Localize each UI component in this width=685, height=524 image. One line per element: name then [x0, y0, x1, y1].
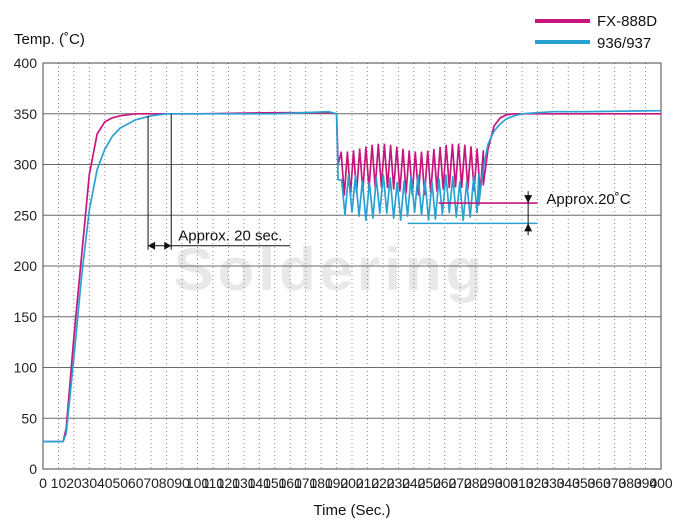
x-tick-label: 320 [526, 475, 550, 491]
x-tick-label: 140 [248, 475, 272, 491]
x-tick-label: 120 [217, 475, 241, 491]
x-tick-label: 100 [186, 475, 210, 491]
x-tick-label: 340 [557, 475, 581, 491]
x-tick-label: 240 [402, 475, 426, 491]
x-axis-label: Time (Sec.) [314, 502, 391, 519]
x-tick-label: 70 [143, 475, 159, 491]
x-tick-label: 360 [588, 475, 612, 491]
x-tick-label: 260 [433, 475, 457, 491]
x-tick-label: 390 [634, 475, 658, 491]
x-tick-label: 300 [495, 475, 519, 491]
y-tick-label: 50 [21, 410, 37, 426]
legend-label-fx888d: FX-888D [597, 13, 657, 30]
annotations: Approx. 20 sec. Approx.20˚C [147, 113, 631, 250]
x-tick-label: 110 [202, 475, 225, 491]
x-tick-label: 40 [97, 475, 113, 491]
y-tick-label: 200 [14, 258, 38, 274]
x-tick-label: 230 [387, 475, 411, 491]
x-tick-label: 50 [112, 475, 128, 491]
annot2-arrow-bottom [524, 223, 533, 232]
x-tick-label: 200 [340, 475, 364, 491]
x-tick-label: 270 [448, 475, 472, 491]
annot1-label: Approx. 20 sec. [178, 228, 282, 245]
x-tick-label: 280 [464, 475, 488, 491]
x-tick-label: 350 [572, 475, 596, 491]
y-tick-label: 0 [29, 461, 37, 477]
x-tick-label: 370 [603, 475, 627, 491]
x-tick-label: 220 [371, 475, 395, 491]
y-tick-label: 400 [14, 55, 38, 71]
x-tick-label: 130 [232, 475, 256, 491]
y-tick-label: 250 [14, 207, 38, 223]
x-tick-label: 250 [418, 475, 442, 491]
x-tick-label: 150 [263, 475, 287, 491]
x-tick-label: 20 [66, 475, 82, 491]
x-tick-label: 290 [479, 475, 503, 491]
x-tick-label: 310 [510, 475, 534, 491]
series [43, 109, 662, 443]
y-tick-label: 300 [14, 157, 38, 173]
series-line-1 [43, 109, 662, 443]
x-tick-label: 60 [128, 475, 144, 491]
x-tick-label: 80 [159, 475, 175, 491]
x-tick-label: 10 [51, 475, 67, 491]
y-tick-label: 350 [14, 106, 38, 122]
x-tick-label: 30 [82, 475, 98, 491]
x-tick-label: 190 [325, 475, 349, 491]
legend: FX-888D 936/937 [535, 13, 657, 52]
y-tick-label: 150 [14, 309, 38, 325]
x-tick-label: 0 [39, 475, 47, 491]
watermark-text: Soldering [174, 236, 487, 303]
axes: 0 10 20 30 40 50 60 70 80 90100110120130140150160… [14, 55, 673, 491]
x-tick-label: 90 [174, 475, 190, 491]
y-tick-label: 100 [14, 360, 38, 376]
annot1-arrow-right [164, 241, 172, 250]
x-tick-label: 330 [541, 475, 565, 491]
x-tick-label: 380 [618, 475, 642, 491]
x-tick-label: 170 [294, 475, 318, 491]
annot1-arrow-left [148, 241, 156, 250]
x-tick-label: 180 [309, 475, 333, 491]
annot2-arrow-top [524, 195, 533, 204]
x-tick-label: 160 [279, 475, 303, 491]
plot-frame [42, 62, 662, 470]
x-tick-label: 400 [649, 475, 673, 491]
y-axis-label: Temp. (˚C) [14, 31, 85, 48]
x-tick-label: 210 [356, 475, 380, 491]
legend-label-936: 936/937 [597, 35, 651, 52]
annot2-label: Approx.20˚C [546, 191, 630, 208]
